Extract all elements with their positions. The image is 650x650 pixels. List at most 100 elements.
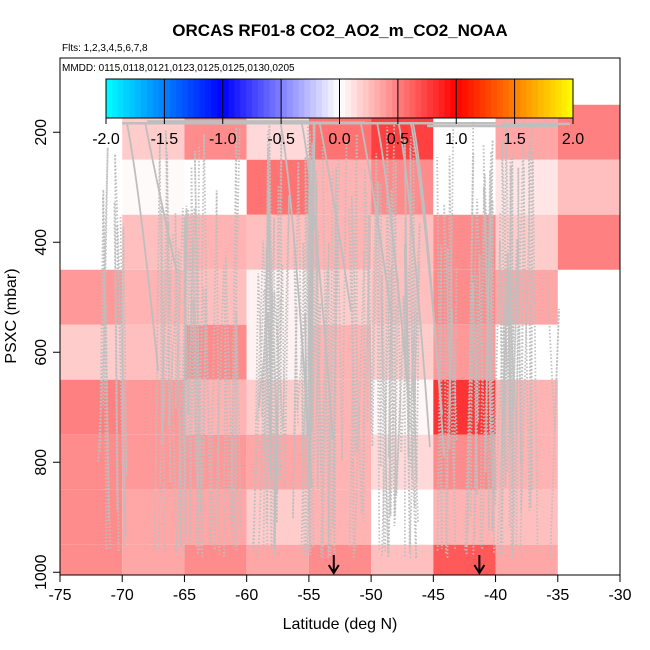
heatmap-cell — [308, 489, 372, 545]
colorbar-segment — [181, 79, 189, 118]
colorbar-segment — [263, 79, 271, 118]
flight-track — [510, 143, 531, 559]
colorbar-segment — [479, 79, 487, 118]
flight-track — [251, 289, 282, 551]
colorbar-segment — [409, 79, 416, 118]
colorbar-segment — [526, 79, 533, 118]
colorbar-segment — [275, 79, 282, 118]
heatmap-cell — [122, 544, 185, 575]
colorbar-segment — [228, 79, 236, 118]
heatmap-cell — [60, 324, 123, 380]
x-tick-label: -40 — [484, 587, 507, 604]
colorbar-segment — [450, 79, 457, 118]
colorbar-segment — [246, 79, 253, 118]
colorbar-segment — [467, 79, 475, 118]
y-axis: 200 400 600 800 1000 — [33, 119, 60, 590]
heatmap-cells — [60, 104, 620, 575]
colorbar-segment — [415, 79, 422, 118]
colorbar-segment — [187, 79, 195, 118]
colorbar-segment — [152, 79, 160, 118]
colorbar-segment — [432, 79, 440, 118]
colorbar-segment — [211, 79, 218, 118]
flight-track — [347, 134, 358, 547]
colorbar-segment — [135, 79, 142, 118]
colorbar-segment — [368, 79, 376, 118]
flight-track — [113, 153, 128, 551]
colorbar-segment — [146, 79, 154, 118]
colorbar-segment — [310, 79, 317, 118]
colorbar-segment — [106, 79, 113, 118]
colorbar-segment — [251, 79, 259, 118]
x-tick-label: -50 — [360, 587, 383, 604]
colorbar-segment — [502, 79, 510, 118]
colorbar-segment — [403, 79, 411, 118]
colorbar-tick-label: -0.5 — [267, 131, 295, 148]
colorbar-segment — [298, 79, 306, 118]
flight-track — [256, 121, 277, 554]
colorbar-segment — [286, 79, 294, 118]
arrow-marker — [327, 555, 340, 575]
x-tick-label: -55 — [297, 587, 320, 604]
colorbar-segment — [170, 79, 177, 118]
heatmap-cell — [246, 544, 309, 575]
flight-track — [292, 161, 306, 556]
x-axis-label: Latitude (deg N) — [283, 616, 398, 633]
flight-track — [499, 165, 518, 547]
heatmap-cell — [122, 159, 185, 215]
arrow-markers — [327, 555, 486, 575]
colorbar-segment — [193, 79, 200, 118]
flight-track — [376, 123, 410, 396]
colorbar-segment — [321, 79, 329, 118]
x-tick-label: -75 — [48, 587, 71, 604]
colorbar-segment — [374, 79, 381, 118]
colorbar-segment — [123, 79, 130, 118]
flight-track — [353, 169, 378, 552]
heatmap-cell — [60, 434, 123, 490]
heatmap-cell — [308, 159, 372, 215]
flight-track — [157, 209, 188, 550]
heatmap-cell — [308, 434, 372, 490]
heatmap-cell — [60, 379, 123, 435]
colorbar-segment — [222, 79, 230, 118]
flight-track — [464, 174, 518, 551]
heatmap-cell — [122, 324, 185, 380]
colorbar-segment — [333, 79, 341, 118]
flight-track — [479, 151, 494, 546]
flight-track — [267, 262, 287, 549]
colorbar-segment — [485, 79, 492, 118]
colorbar-segment — [514, 79, 522, 118]
colorbar-tick-label: 1.5 — [504, 131, 526, 148]
colorbar-segment — [427, 79, 434, 118]
colorbar-segment — [362, 79, 370, 118]
colorbar-segment — [537, 79, 545, 118]
flight-track — [329, 138, 348, 556]
colorbar-segment — [380, 79, 387, 118]
y-tick-label: 1000 — [33, 554, 50, 590]
flight-track — [360, 123, 393, 321]
flight-track — [381, 189, 421, 556]
colorbar-segment — [240, 79, 247, 118]
flight-track — [223, 256, 242, 557]
colorbar-tick-label: -1.0 — [209, 131, 237, 148]
colorbar-segment — [281, 79, 288, 118]
flights-label: Flts: 1,2,3,4,5,6,7,8 — [62, 43, 148, 54]
flight-track — [191, 134, 221, 555]
colorbar-segment — [392, 79, 399, 118]
colorbar-segment — [117, 79, 125, 118]
colorbar-segment — [386, 79, 393, 118]
colorbar-segment — [304, 79, 311, 118]
x-tick-label: -60 — [235, 587, 258, 604]
colorbar-segment — [199, 79, 206, 118]
flight-track — [410, 123, 443, 415]
colorbar-segment — [520, 79, 527, 118]
flight-track — [481, 139, 502, 549]
colorbar-segment — [567, 79, 574, 118]
heatmap-cell — [122, 489, 185, 545]
flight-track — [546, 273, 560, 558]
colorbar-segment — [508, 79, 516, 118]
colorbar-segment — [141, 79, 148, 118]
colorbar-segment — [158, 79, 165, 118]
colorbar-segment — [351, 79, 358, 118]
colorbar-segment — [327, 79, 335, 118]
